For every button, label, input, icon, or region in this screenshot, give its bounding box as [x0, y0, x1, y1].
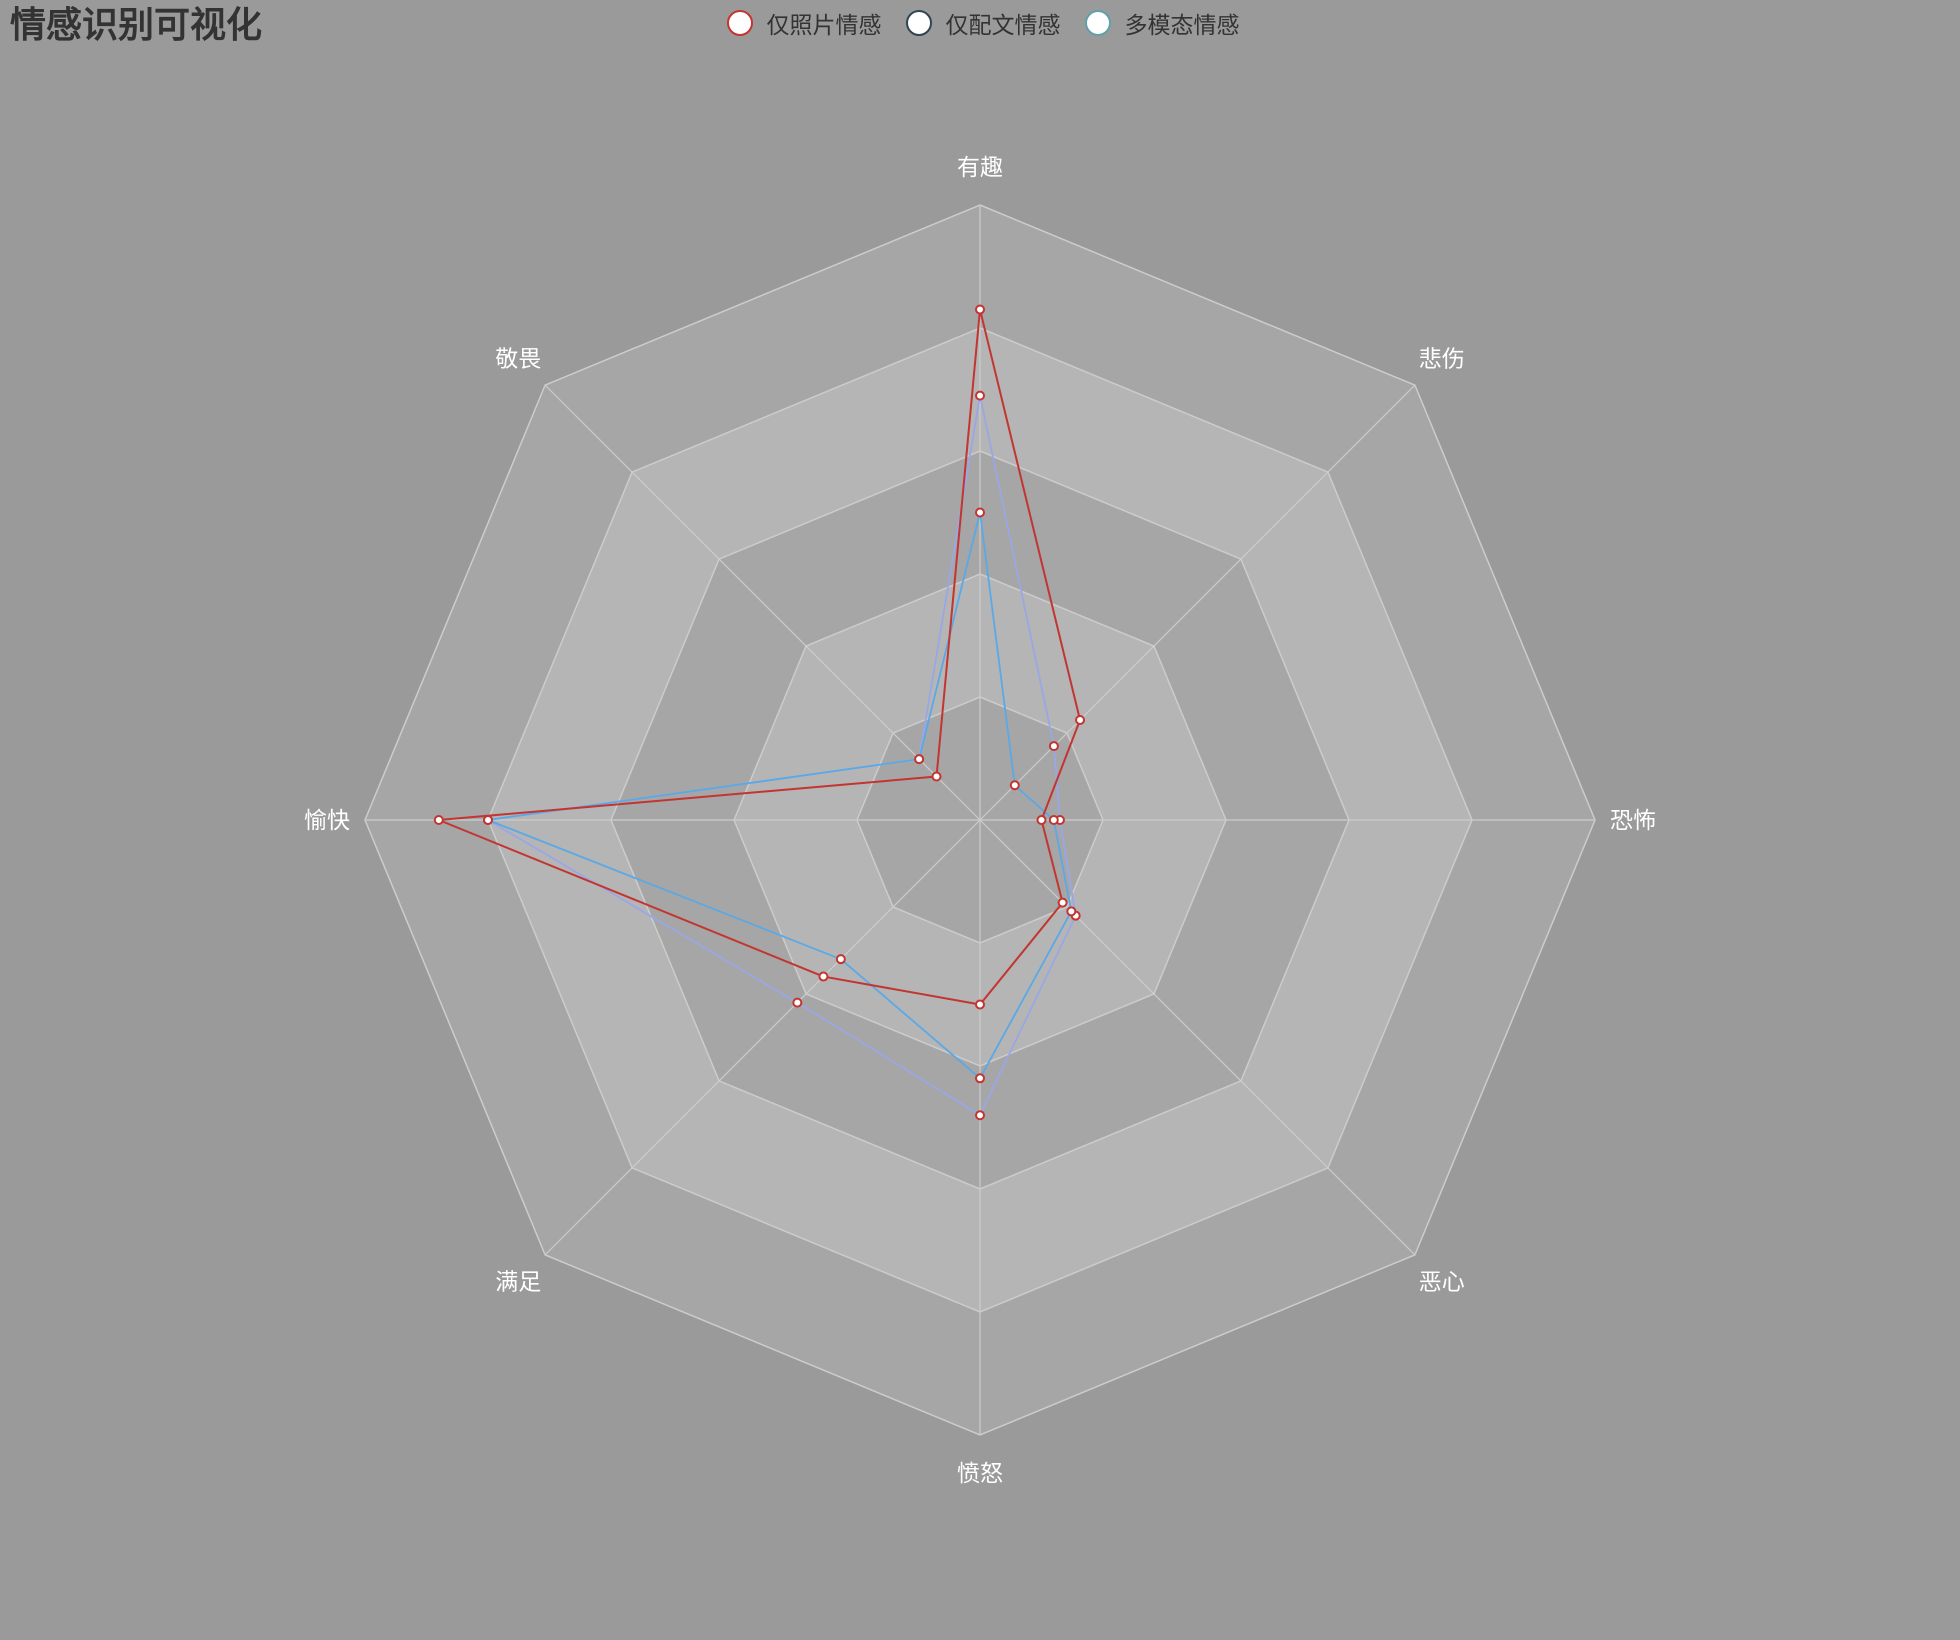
series-1-point-0[interactable] [975, 390, 985, 401]
series-0-point-2[interactable] [1036, 815, 1047, 825]
indicator-label-7: 敬畏 [495, 346, 541, 372]
series-2-point-7[interactable] [914, 754, 925, 765]
series-1-point-4[interactable] [975, 1110, 985, 1121]
indicator-label-2: 恐怖 [1610, 808, 1656, 834]
series-0-point-5[interactable] [818, 971, 829, 982]
indicator-label-6: 愉快 [304, 808, 350, 834]
series-0-point-1[interactable] [1075, 714, 1086, 725]
legend-label-caption: 仅配文情感 [945, 13, 1061, 39]
series-2-point-4[interactable] [975, 1073, 985, 1084]
radar-series [433, 304, 1086, 1121]
legend-item-caption[interactable]: 仅配文情感 [900, 6, 1061, 40]
series-2-point-0[interactable] [975, 507, 985, 518]
legend-item-multimodal[interactable]: 多模态情感 [1079, 6, 1240, 40]
series-0-point-6[interactable] [433, 815, 444, 825]
radar-axis-line-5 [544, 819, 981, 1256]
series-2 [483, 507, 1077, 1084]
series-2-point-1[interactable] [1009, 780, 1020, 791]
radar-axis-line-3 [979, 819, 1416, 1256]
legend-swatch-photo [726, 10, 753, 36]
series-2-point-6[interactable] [483, 815, 493, 825]
indicator-label-4: 愤怒 [957, 1461, 1003, 1487]
series-0-point-7[interactable] [931, 771, 942, 782]
legend-label-multimodal: 多模态情感 [1124, 13, 1240, 39]
series-2-point-5[interactable] [835, 954, 846, 965]
legend: 仅照片情感 仅配文情感 多模态情感 [0, 6, 1960, 40]
series-2-point-2[interactable] [1048, 815, 1059, 825]
legend-swatch-caption [905, 10, 932, 36]
series-0-point-4[interactable] [975, 999, 985, 1010]
legend-label-photo: 仅照片情感 [766, 13, 882, 39]
legend-item-photo[interactable]: 仅照片情感 [721, 6, 882, 40]
series-2-point-3[interactable] [1066, 906, 1077, 917]
series-0-point-0[interactable] [975, 304, 985, 315]
series-1-point-1[interactable] [1048, 741, 1059, 752]
series-1-point-5[interactable] [792, 997, 803, 1008]
series-0-point-3[interactable] [1057, 897, 1068, 908]
chart-title: 情感识别可视化 [10, 5, 263, 46]
series-0 [433, 304, 1086, 1010]
indicator-label-3: 恶心 [1419, 1270, 1465, 1296]
indicator-label-5: 满足 [495, 1270, 541, 1296]
radar-axes [365, 205, 1595, 1435]
radar-axis-line-7 [544, 384, 981, 821]
legend-swatch-multimodal [1084, 10, 1111, 36]
indicator-label-0: 有趣 [957, 155, 1003, 181]
indicator-label-1: 悲伤 [1419, 346, 1465, 372]
